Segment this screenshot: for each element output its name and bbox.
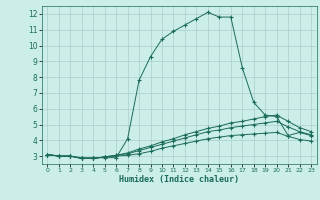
X-axis label: Humidex (Indice chaleur): Humidex (Indice chaleur) <box>119 175 239 184</box>
